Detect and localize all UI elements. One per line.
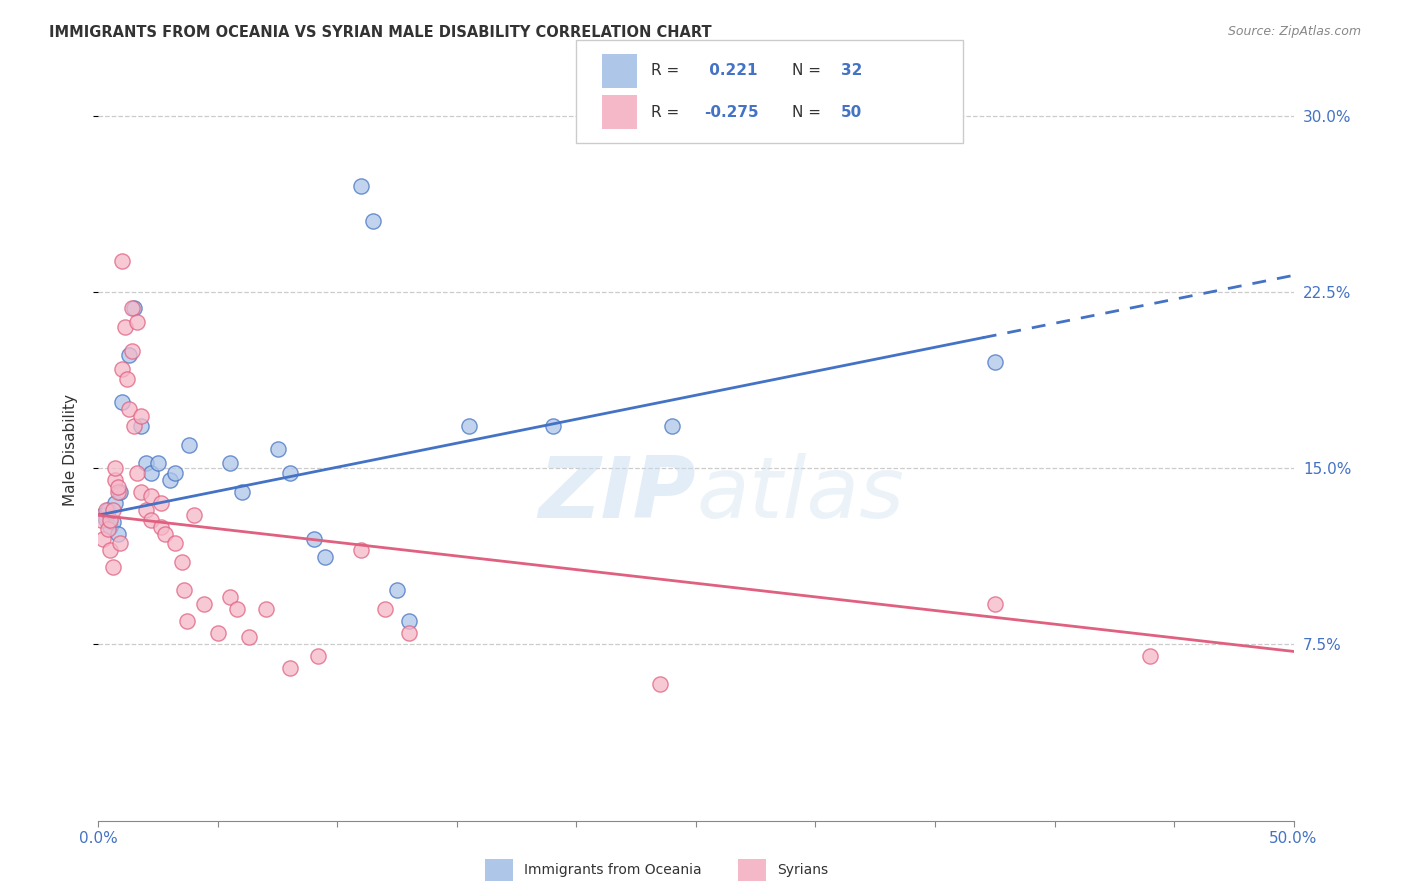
Text: Immigrants from Oceania: Immigrants from Oceania [524,863,702,877]
Point [98,543,122,558]
Text: 50: 50 [841,104,862,120]
Point [131,418,153,433]
Point [661,418,683,433]
Point [219,591,242,605]
Point [179,437,201,451]
Point [207,625,229,640]
Point [307,649,329,664]
Point [149,496,172,510]
Point [111,395,134,409]
Point [124,301,146,316]
Text: 0.221: 0.221 [704,63,758,78]
Point [98,520,122,534]
Point [173,583,195,598]
Point [238,630,260,644]
Point [278,661,301,675]
Text: Source: ZipAtlas.com: Source: ZipAtlas.com [1227,25,1361,38]
Point [541,418,564,433]
Point [125,466,148,480]
Point [219,456,242,470]
Text: ZIP: ZIP [538,453,696,536]
Point [385,583,409,598]
Point [1139,649,1161,664]
Text: N =: N = [792,63,825,78]
Text: R =: R = [651,104,685,120]
Point [118,348,141,362]
Point [101,559,124,574]
Point [118,402,141,417]
Point [176,614,198,628]
Point [107,527,129,541]
Point [91,532,114,546]
Point [139,466,162,480]
Point [108,484,131,499]
Point [254,602,277,616]
Point [101,503,124,517]
Point [984,355,1007,369]
Point [131,484,153,499]
Text: N =: N = [792,104,825,120]
Point [97,503,120,517]
Text: atlas: atlas [696,453,904,536]
Point [125,315,148,329]
Point [94,513,117,527]
Point [648,677,672,691]
Text: 32: 32 [841,63,862,78]
Point [131,409,153,424]
Point [350,179,373,194]
Point [315,550,337,565]
Point [121,343,143,358]
Point [97,522,120,536]
Point [193,598,215,612]
Point [155,527,177,541]
Point [104,473,127,487]
Point [135,456,157,470]
Point [172,555,194,569]
Point [363,214,385,228]
Point [350,543,373,558]
Y-axis label: Male Disability: Male Disability [63,394,77,507]
Point [121,301,143,316]
Point [124,418,146,433]
Point [139,489,162,503]
Point [98,513,122,527]
Point [107,484,129,499]
Point [114,320,136,334]
Text: Syrians: Syrians [778,863,828,877]
Point [111,254,134,268]
Point [104,496,127,510]
Point [163,466,186,480]
Point [302,532,325,546]
Point [159,473,181,487]
Point [91,508,114,522]
Point [149,520,172,534]
Point [163,536,186,550]
Point [231,484,253,499]
Point [278,466,301,480]
Text: R =: R = [651,63,685,78]
Text: IMMIGRANTS FROM OCEANIA VS SYRIAN MALE DISABILITY CORRELATION CHART: IMMIGRANTS FROM OCEANIA VS SYRIAN MALE D… [49,25,711,40]
Point [398,614,420,628]
Point [398,625,420,640]
Point [111,362,134,376]
Point [148,456,170,470]
Point [108,536,131,550]
Point [104,461,127,475]
Point [139,513,162,527]
Point [90,513,112,527]
Point [115,372,138,386]
Point [267,442,290,457]
Point [226,602,249,616]
Point [135,503,157,517]
Point [183,508,205,522]
Point [984,598,1007,612]
Point [374,602,396,616]
Point [458,418,481,433]
Text: -0.275: -0.275 [704,104,759,120]
Point [94,503,117,517]
Point [107,480,129,494]
Point [101,515,124,529]
